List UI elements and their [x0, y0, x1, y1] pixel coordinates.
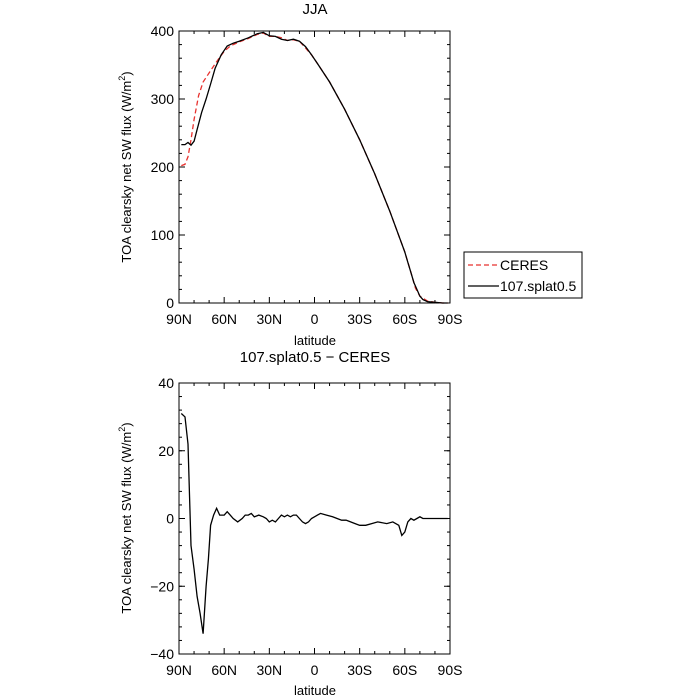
bottom-chart-x-tick-label: 30N — [256, 662, 282, 678]
bottom-chart-x-tick-label: 60N — [211, 662, 237, 678]
bottom-chart-series-line-difference — [180, 413, 448, 634]
bottom-chart-x-tick-label: 90N — [166, 662, 192, 678]
top-chart-x-tick-label: 90S — [438, 311, 463, 327]
top-chart-series — [181, 31, 448, 304]
bottom-chart: 107.splat0.5 − CERES 90N 60N 30N 0 30S 60S 90S… — [117, 349, 462, 698]
bottom-chart-x-tick-label: 60S — [392, 662, 417, 678]
legend-model-label: 107.splat0.5 — [500, 278, 576, 294]
bottom-chart-y-axis-label: TOA clearsky net SW flux (W/m2) — [117, 422, 134, 613]
top-chart-y-tick-label: 100 — [151, 227, 175, 243]
bottom-chart-x-tick-label: 30S — [347, 662, 372, 678]
bottom-chart-plot-frame — [178, 382, 451, 655]
top-chart-x-tick-label: 30N — [256, 311, 282, 327]
bottom-chart-y-tick-label: −40 — [150, 646, 174, 662]
legend-box — [463, 251, 583, 299]
legend: CERES 107.splat0.5 — [463, 251, 583, 299]
bottom-chart-series — [180, 413, 448, 634]
bottom-chart-x-tick-label: 0 — [311, 662, 319, 678]
top-chart-x-axis-label: latitude — [294, 333, 336, 348]
top-chart-x-tick-label: 30S — [347, 311, 372, 327]
top-chart-x-tick-label: 90N — [166, 311, 192, 327]
bottom-chart-x-tick-labels: 90N 60N 30N 0 30S 60S 90S — [166, 662, 462, 678]
bottom-chart-y-tick-label: 40 — [158, 375, 174, 391]
bottom-chart-y-tick-label: −20 — [150, 578, 174, 594]
top-chart-title: JJA — [302, 1, 327, 18]
top-chart-x-tick-labels: 90N 60N 30N 0 30S 60S 90S — [166, 311, 462, 327]
bottom-chart-x-axis-label: latitude — [294, 683, 336, 698]
top-chart-y-tick-label: 400 — [151, 23, 175, 39]
top-chart-y-tick-label: 0 — [166, 295, 174, 311]
bottom-chart-title: 107.splat0.5 − CERES — [240, 349, 391, 366]
top-chart-ticks — [178, 30, 451, 304]
bottom-chart-ticks — [178, 382, 451, 655]
legend-ceres-label: CERES — [500, 257, 548, 273]
top-chart-plot-frame — [178, 30, 451, 304]
bottom-chart-y-tick-labels: −40 −20 0 20 40 — [150, 375, 174, 662]
top-chart-y-tick-label: 300 — [151, 91, 175, 107]
top-chart-x-tick-label: 0 — [311, 311, 319, 327]
top-chart-y-tick-labels: 0 100 200 300 400 — [151, 23, 175, 311]
bottom-chart-x-tick-label: 90S — [438, 662, 463, 678]
top-chart-series-line-ceres — [181, 32, 448, 304]
top-chart-x-tick-label: 60N — [211, 311, 237, 327]
top-chart-x-tick-label: 60S — [392, 311, 417, 327]
top-chart: JJA 90N 60N 30N 0 30S 60S 90S 0 100 200 300 400 la… — [117, 1, 583, 348]
bottom-chart-y-tick-label: 0 — [166, 511, 174, 527]
top-chart-series-line-107-splat0-5 — [181, 31, 448, 304]
top-chart-y-tick-label: 200 — [151, 159, 175, 175]
bottom-chart-y-tick-label: 20 — [158, 443, 174, 459]
top-chart-y-axis-label: TOA clearsky net SW flux (W/m2) — [117, 71, 134, 262]
